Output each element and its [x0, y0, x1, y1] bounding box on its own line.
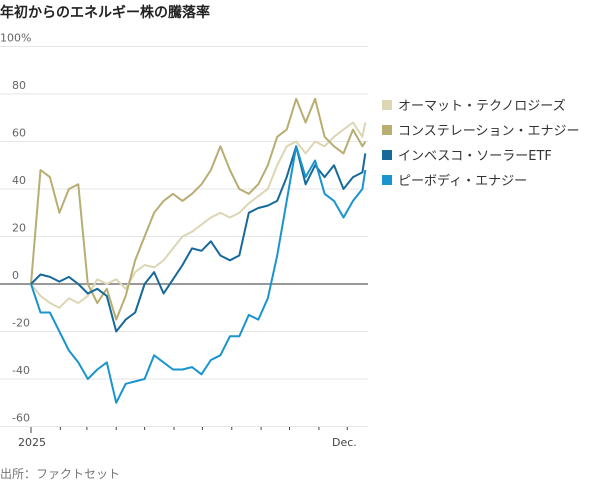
legend-swatch [382, 99, 392, 110]
x-tick-label-start: 2025 [18, 436, 46, 449]
legend-item: コンステレーション・エナジー [382, 117, 579, 142]
series-line-2 [30, 145, 367, 333]
chart-title: 年初からのエネルギー株の騰落率 [0, 5, 210, 21]
source-note: 出所：ファクトセット [0, 467, 121, 481]
y-tick-label: 60 [12, 127, 26, 140]
legend-label: オーマット・テクノロジーズ [398, 99, 566, 114]
legend-label: インベスコ・ソーラーETF [398, 149, 552, 164]
legend-swatch [382, 149, 392, 160]
series-line-1 [30, 97, 367, 321]
x-tick-label-end: Dec. [332, 436, 357, 449]
legend-item: ピーボディ・エナジー [382, 167, 579, 192]
y-tick-label: 40 [12, 174, 26, 187]
legend: オーマット・テクノロジーズ コンステレーション・エナジー インベスコ・ソーラーETF… [382, 92, 579, 192]
y-tick-label: 100% [0, 32, 31, 45]
y-tick-label: 20 [12, 222, 26, 235]
y-tick-label: 80 [12, 79, 26, 92]
y-tick-label: -20 [12, 317, 30, 330]
y-tick-label: -40 [12, 364, 30, 377]
legend-label: ピーボディ・エナジー [398, 174, 528, 189]
y-tick-label: -60 [12, 412, 30, 425]
legend-item: オーマット・テクノロジーズ [382, 92, 579, 117]
legend-swatch [382, 174, 392, 185]
legend-item: インベスコ・ソーラーETF [382, 142, 579, 167]
series-line-3 [30, 145, 367, 404]
legend-label: コンステレーション・エナジー [398, 124, 580, 139]
series-line-0 [30, 121, 367, 309]
legend-swatch [382, 124, 392, 135]
y-tick-label: 0 [12, 269, 19, 282]
